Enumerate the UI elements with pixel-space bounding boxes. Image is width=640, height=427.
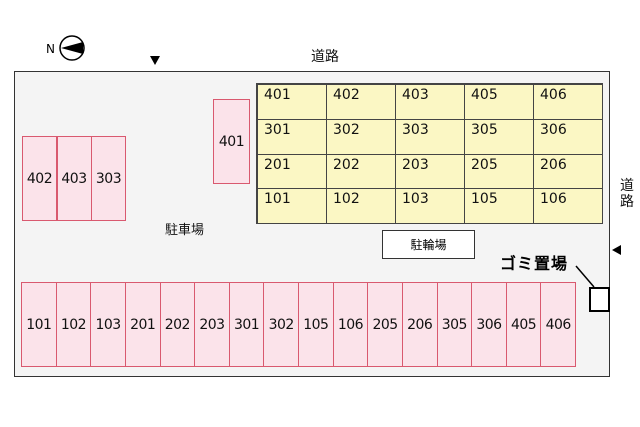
parking-stall: 203	[194, 282, 230, 367]
bicycle-parking: 駐輪場	[382, 230, 475, 259]
apartment-unit: 402	[326, 84, 396, 120]
parking-stall: 305	[436, 282, 473, 367]
apartment-unit: 205	[464, 153, 534, 190]
north-letter: N	[46, 42, 55, 56]
parking-stall: 401	[213, 99, 250, 184]
north-arrow-icon: N	[44, 34, 88, 62]
parking-stall: 303	[91, 136, 126, 221]
parking-stall: 302	[263, 282, 299, 367]
parking-stall: 202	[159, 282, 196, 367]
bicycle-parking-label: 駐輪場	[410, 238, 447, 252]
entrance-arrow-down-icon	[150, 56, 160, 65]
parking-stall: 403	[56, 136, 92, 221]
apartment-unit: 302	[326, 118, 396, 155]
parking-stall: 306	[471, 282, 507, 367]
parking-stall: 402	[22, 136, 57, 221]
road-label-top: 道路	[311, 49, 339, 65]
parking-stall: 205	[367, 282, 403, 367]
entrance-arrow-left-icon	[612, 245, 621, 255]
apartment-unit: 401	[257, 84, 327, 120]
parking-stall: 301	[228, 282, 265, 367]
apartment-unit: 103	[395, 188, 465, 224]
parking-stall: 201	[124, 282, 161, 367]
apartment-unit: 406	[533, 84, 603, 120]
apartment-unit: 405	[464, 84, 534, 120]
apartment-unit: 403	[395, 84, 465, 120]
apartment-building: 401 402 403 405 406 301 302 303 305 306 201 202 203 2…	[256, 83, 603, 224]
apartment-unit: 202	[326, 153, 396, 190]
parking-stall: 206	[401, 282, 438, 367]
parking-stall: 101	[21, 282, 57, 367]
apartment-unit: 106	[533, 188, 603, 224]
parking-stall: 105	[298, 282, 334, 367]
parking-stall: 103	[90, 282, 126, 367]
parking-stall: 102	[55, 282, 92, 367]
trash-leader-line	[575, 265, 595, 288]
apartment-unit: 102	[326, 188, 396, 224]
parking-stall: 406	[540, 282, 576, 367]
apartment-unit: 203	[395, 153, 465, 190]
parking-stall: 405	[505, 282, 542, 367]
apartment-unit: 105	[464, 188, 534, 224]
parking-area-label: 駐車場	[165, 223, 205, 238]
trash-area-label: ゴミ置場	[500, 254, 569, 273]
trash-area	[589, 287, 610, 312]
apartment-unit: 306	[533, 118, 603, 155]
road-label-right: 道路	[620, 178, 634, 210]
apartment-unit: 101	[257, 188, 327, 224]
apartment-unit: 303	[395, 118, 465, 155]
apartment-unit: 305	[464, 118, 534, 155]
apartment-unit: 206	[533, 153, 603, 190]
parking-stall: 106	[332, 282, 369, 367]
apartment-unit: 301	[257, 118, 327, 155]
apartment-unit: 201	[257, 153, 327, 190]
